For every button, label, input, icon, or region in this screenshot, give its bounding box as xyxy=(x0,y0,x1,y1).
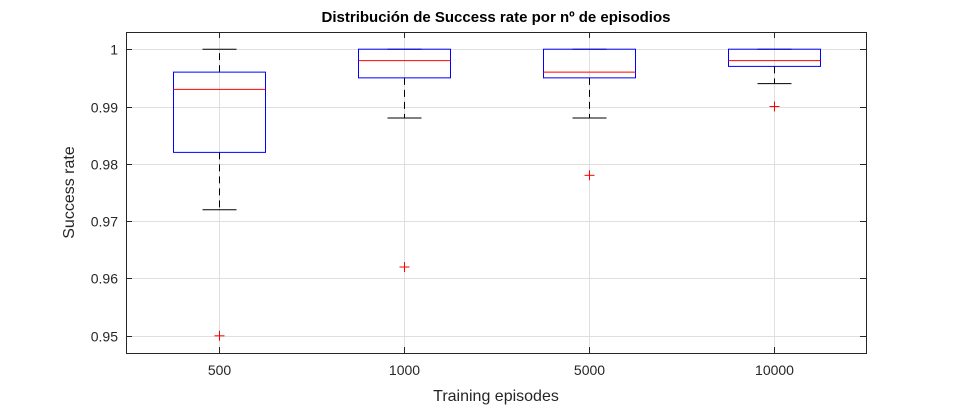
boxplot-series xyxy=(173,48,821,341)
grid-lines xyxy=(126,32,866,353)
y-axis-label: Success rate xyxy=(61,146,78,239)
iqr-box xyxy=(543,48,636,79)
outlier-marker xyxy=(769,101,780,112)
box-5000 xyxy=(543,48,636,181)
y-tick-label: 0.95 xyxy=(91,329,118,345)
outlier-marker xyxy=(584,170,595,181)
iqr-box xyxy=(358,48,451,79)
iqr-box xyxy=(728,48,821,67)
y-tick-label: 0.96 xyxy=(91,271,118,287)
x-tick-label: 5000 xyxy=(574,362,605,378)
x-tick-label: 10000 xyxy=(755,362,794,378)
box-1000 xyxy=(358,48,451,273)
x-tick-label: 1000 xyxy=(389,362,420,378)
x-axis-label: Training episodes xyxy=(433,388,559,405)
iqr-box xyxy=(173,71,266,153)
outlier-marker xyxy=(399,262,410,273)
y-tick-label: 0.97 xyxy=(91,214,118,230)
box-500 xyxy=(173,48,266,341)
y-tick-label: 1 xyxy=(110,42,118,58)
box-10000 xyxy=(728,48,821,112)
outlier-marker xyxy=(214,330,225,341)
plot-area-frame xyxy=(126,32,867,354)
chart-title: Distribución de Success rate por nº de e… xyxy=(322,9,671,26)
y-tick-label: 0.98 xyxy=(91,157,118,173)
y-tick-label: 0.99 xyxy=(91,100,118,116)
axis-ticks: 0.95 0.96 0.97 0.98 0.99 1 500 1000 5000 10000 xyxy=(91,32,866,378)
x-tick-label: 500 xyxy=(208,362,232,378)
